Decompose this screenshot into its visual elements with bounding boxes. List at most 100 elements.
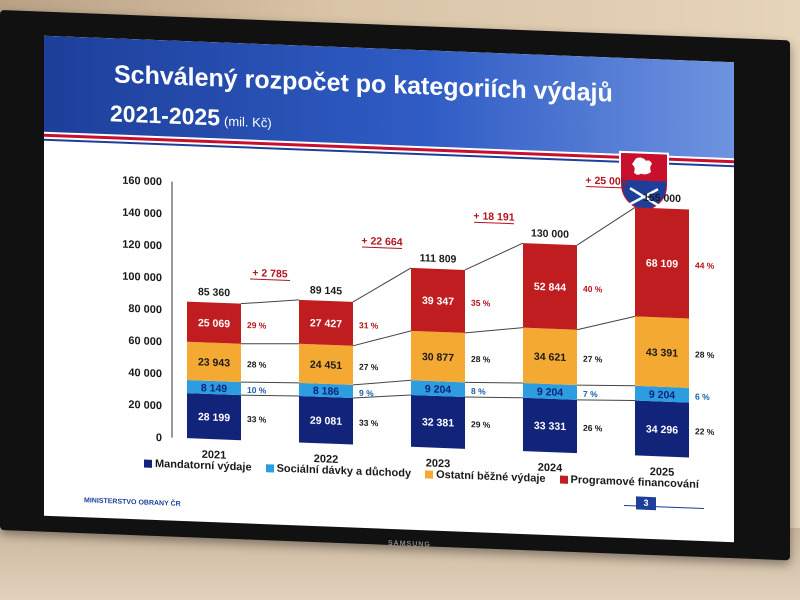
connector-line bbox=[576, 384, 636, 387]
legend-swatch-social bbox=[265, 464, 274, 473]
segment-percent-label: 28 % bbox=[471, 354, 491, 365]
bar-segment bbox=[187, 380, 241, 396]
bar-segment bbox=[635, 207, 689, 319]
tv-frame: SAMSUNG Schválený rozpočet po kategoriíc… bbox=[0, 10, 790, 561]
bar-segment bbox=[187, 393, 241, 441]
y-tick-label: 0 bbox=[156, 432, 162, 444]
increment-label: + 22 664 bbox=[361, 235, 402, 249]
connector-line bbox=[576, 206, 636, 246]
increment-label: + 18 191 bbox=[473, 210, 514, 224]
segment-value-label: 68 109 bbox=[646, 257, 678, 270]
segment-percent-label: 28 % bbox=[695, 349, 715, 360]
segment-percent-label: 33 % bbox=[247, 414, 267, 425]
connector-line bbox=[464, 327, 524, 334]
increment-underline bbox=[250, 278, 290, 282]
legend-swatch-mandatory bbox=[144, 459, 152, 468]
connector-line bbox=[464, 381, 524, 384]
x-tick-label: 2022 bbox=[314, 453, 338, 466]
connector-line bbox=[352, 394, 412, 399]
segment-value-label: 39 347 bbox=[422, 295, 454, 308]
y-tick-label: 160 000 bbox=[122, 175, 162, 189]
segment-percent-label: 7 % bbox=[583, 389, 598, 400]
connector-line bbox=[240, 343, 300, 345]
connector-line bbox=[240, 381, 300, 384]
bar-segment bbox=[523, 383, 577, 400]
segment-percent-label: 10 % bbox=[247, 385, 267, 396]
x-tick-label: 2025 bbox=[650, 466, 674, 479]
increment-underline bbox=[586, 186, 626, 189]
bar-segment bbox=[299, 382, 353, 399]
segment-value-label: 52 844 bbox=[534, 281, 566, 294]
budget-stacked-bar-chart: 0 20 000 40 000 60 000 80 000 100 000 120 000 1… bbox=[122, 174, 715, 479]
bar-segment bbox=[411, 267, 465, 333]
connector-line bbox=[240, 394, 300, 397]
segment-percent-label: 28 % bbox=[247, 359, 267, 370]
segment-percent-label: 27 % bbox=[583, 354, 603, 365]
segment-value-label: 32 381 bbox=[422, 416, 454, 429]
connector-line bbox=[240, 299, 300, 305]
y-tick-label: 40 000 bbox=[128, 367, 162, 380]
bar-segment bbox=[635, 385, 689, 403]
y-tick-label: 80 000 bbox=[128, 303, 162, 316]
bar-total-label: 155 000 bbox=[643, 192, 681, 205]
bar-segment bbox=[187, 301, 241, 344]
segment-percent-label: 35 % bbox=[471, 298, 491, 309]
increment-underline bbox=[362, 246, 402, 250]
page-number: 3 bbox=[636, 496, 656, 511]
legend-swatch-program bbox=[559, 475, 568, 484]
bar-segment bbox=[299, 395, 353, 445]
connector-line bbox=[464, 242, 524, 271]
bar-segment bbox=[411, 380, 465, 398]
connector-line bbox=[352, 379, 412, 386]
bar-segment bbox=[523, 397, 577, 454]
y-tick-label: 20 000 bbox=[128, 399, 162, 412]
y-tick-label: 120 000 bbox=[122, 239, 162, 253]
bar-segment bbox=[299, 299, 353, 346]
segment-percent-label: 44 % bbox=[695, 260, 715, 271]
segment-percent-label: 9 % bbox=[359, 388, 374, 399]
segment-percent-label: 31 % bbox=[359, 320, 379, 331]
segment-value-label: 34 296 bbox=[646, 423, 678, 436]
legend-swatch-other bbox=[425, 470, 434, 479]
bar-segment bbox=[299, 343, 353, 385]
segment-value-label: 28 199 bbox=[198, 411, 230, 424]
segment-value-label: 24 451 bbox=[310, 359, 342, 372]
segment-value-label: 9 204 bbox=[649, 389, 675, 402]
connector-line bbox=[576, 315, 636, 331]
increment-label: + 25 000 bbox=[585, 174, 626, 188]
bar-segment bbox=[523, 243, 577, 330]
segment-value-label: 34 621 bbox=[534, 351, 566, 364]
bar-segment bbox=[523, 327, 577, 386]
segment-percent-label: 8 % bbox=[471, 386, 486, 397]
connector-line bbox=[352, 330, 412, 347]
presentation-slide: Schválený rozpočet po kategoriích výdajů… bbox=[44, 35, 734, 543]
segment-value-label: 8 149 bbox=[201, 382, 227, 395]
segment-value-label: 23 943 bbox=[198, 356, 230, 369]
increment-label: + 2 785 bbox=[252, 267, 287, 280]
segment-percent-label: 29 % bbox=[247, 320, 267, 331]
increment-underline bbox=[474, 221, 514, 225]
y-tick-label: 100 000 bbox=[122, 271, 162, 285]
x-tick-label: 2023 bbox=[426, 457, 450, 470]
x-tick-label: 2024 bbox=[538, 462, 563, 475]
bar-segment bbox=[411, 330, 465, 383]
bar-total-label: 85 360 bbox=[198, 286, 230, 299]
segment-value-label: 9 204 bbox=[425, 383, 451, 396]
segment-percent-label: 26 % bbox=[583, 423, 603, 434]
bar-segment bbox=[635, 316, 689, 388]
segment-percent-label: 22 % bbox=[695, 426, 715, 437]
segment-percent-label: 6 % bbox=[695, 391, 710, 402]
segment-value-label: 27 427 bbox=[310, 317, 342, 330]
bar-total-label: 89 145 bbox=[310, 284, 342, 297]
segment-value-label: 43 391 bbox=[646, 347, 678, 360]
segment-value-label: 25 069 bbox=[198, 317, 230, 330]
x-tick-label: 2021 bbox=[202, 449, 226, 462]
segment-value-label: 29 081 bbox=[310, 415, 342, 428]
bar-total-label: 130 000 bbox=[531, 227, 569, 240]
footer-ministry-name: MINISTERSTVO OBRANY ČR bbox=[84, 497, 181, 508]
connector-line bbox=[464, 396, 524, 399]
segment-value-label: 8 186 bbox=[313, 385, 339, 398]
connector-line bbox=[576, 399, 636, 402]
segment-percent-label: 29 % bbox=[471, 419, 491, 430]
segment-percent-label: 33 % bbox=[359, 418, 379, 429]
